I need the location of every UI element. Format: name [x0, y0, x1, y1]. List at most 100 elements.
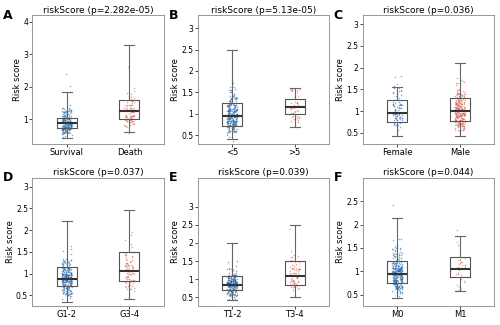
- Point: [66, 266, 74, 272]
- Point: [68, 270, 76, 275]
- Point: [224, 276, 232, 281]
- Point: [62, 290, 70, 295]
- Point: [397, 273, 405, 278]
- Point: [62, 121, 70, 126]
- Point: [228, 289, 235, 294]
- Point: [454, 90, 462, 96]
- Point: [390, 271, 398, 277]
- Point: [230, 279, 237, 284]
- Point: [226, 282, 234, 288]
- Point: [290, 285, 298, 290]
- Point: [230, 272, 238, 277]
- Point: [392, 277, 400, 282]
- Point: [396, 273, 404, 278]
- Point: [289, 111, 297, 116]
- Point: [393, 285, 401, 291]
- Point: [228, 77, 236, 82]
- Point: [396, 275, 404, 280]
- Point: [396, 114, 404, 119]
- Point: [64, 270, 72, 275]
- Point: [392, 254, 400, 259]
- Point: [224, 273, 232, 279]
- Point: [228, 279, 235, 284]
- Point: [232, 283, 239, 288]
- Point: [226, 281, 234, 286]
- Point: [64, 273, 72, 278]
- Point: [130, 285, 138, 291]
- Point: [224, 104, 232, 109]
- Point: [62, 117, 70, 122]
- Point: [460, 113, 468, 118]
- Point: [391, 278, 399, 283]
- Point: [292, 268, 300, 273]
- Point: [396, 105, 404, 110]
- Point: [392, 116, 400, 121]
- Point: [291, 111, 299, 117]
- Point: [290, 267, 298, 272]
- Point: [230, 115, 238, 120]
- Point: [122, 287, 130, 292]
- Point: [68, 291, 76, 296]
- Point: [229, 106, 237, 111]
- Point: [396, 104, 404, 110]
- Point: [64, 124, 72, 129]
- Point: [453, 113, 461, 118]
- Point: [293, 100, 301, 105]
- Point: [58, 131, 66, 136]
- Point: [127, 102, 135, 107]
- Point: [61, 282, 69, 287]
- Point: [452, 94, 460, 99]
- Point: [58, 127, 66, 133]
- Point: [390, 111, 398, 116]
- Point: [454, 103, 462, 108]
- Point: [394, 280, 402, 285]
- Point: [456, 108, 464, 113]
- Point: [226, 116, 234, 121]
- Point: [294, 274, 302, 279]
- Point: [292, 275, 300, 280]
- Point: [458, 112, 466, 117]
- Point: [223, 116, 231, 121]
- Point: [393, 260, 401, 265]
- Point: [294, 253, 302, 258]
- Point: [126, 282, 134, 288]
- Point: [224, 113, 232, 118]
- Point: [231, 283, 239, 288]
- Point: [398, 276, 406, 281]
- Point: [223, 112, 231, 118]
- Point: [230, 122, 237, 127]
- Point: [460, 124, 468, 130]
- Point: [59, 276, 67, 281]
- Point: [62, 274, 70, 279]
- Point: [232, 289, 240, 294]
- Point: [228, 284, 236, 289]
- Point: [398, 251, 406, 256]
- Point: [226, 289, 234, 294]
- Point: [394, 273, 402, 278]
- Point: [58, 282, 66, 287]
- Point: [230, 277, 238, 282]
- Point: [230, 287, 237, 292]
- Point: [391, 107, 399, 112]
- Point: [390, 237, 398, 242]
- Point: [226, 291, 234, 296]
- Point: [457, 108, 465, 113]
- Point: [66, 280, 74, 285]
- Point: [460, 112, 468, 118]
- Point: [452, 117, 460, 122]
- Point: [231, 114, 239, 119]
- Point: [390, 271, 398, 276]
- Point: [59, 127, 67, 132]
- Point: [389, 270, 397, 275]
- Point: [394, 272, 402, 277]
- Point: [128, 272, 136, 278]
- Point: [223, 120, 231, 125]
- Point: [122, 91, 130, 96]
- Point: [62, 276, 70, 281]
- Point: [398, 275, 406, 280]
- Point: [233, 292, 241, 297]
- Point: [58, 279, 66, 284]
- Point: [64, 113, 72, 118]
- Point: [65, 272, 73, 277]
- Point: [60, 285, 68, 290]
